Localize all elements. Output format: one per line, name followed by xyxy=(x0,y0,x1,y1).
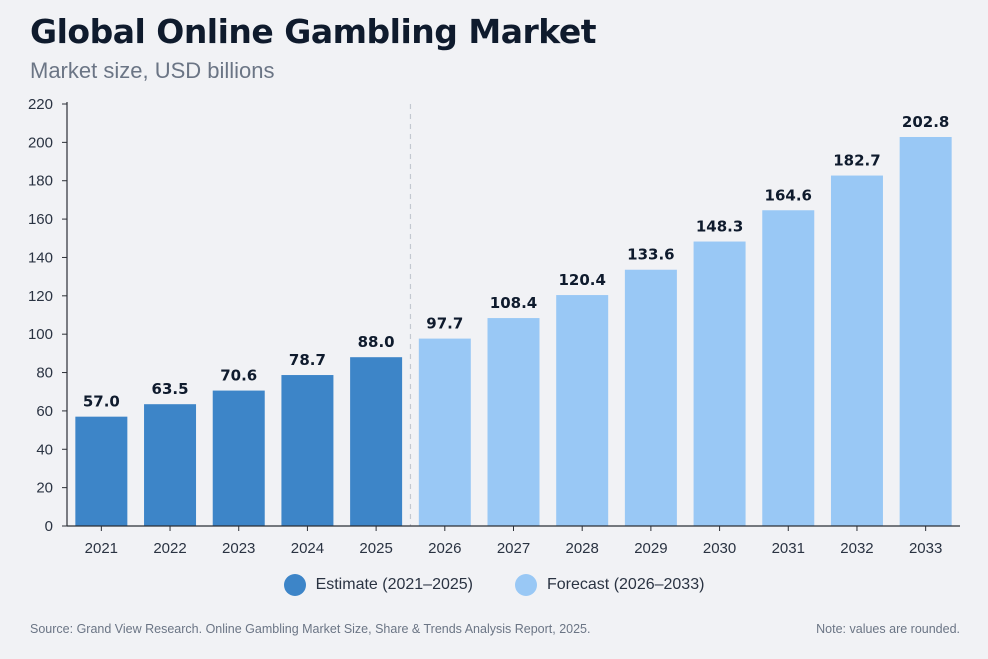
data-label-2030: 148.3 xyxy=(696,218,743,236)
bar-2031 xyxy=(762,210,815,526)
x-tick-label-2029: 2029 xyxy=(634,540,667,557)
y-tick-label: 200 xyxy=(28,134,53,151)
y-tick-label: 60 xyxy=(36,403,53,420)
legend-label-estimate: Estimate (2021–2025) xyxy=(315,576,473,593)
y-tick-label: 140 xyxy=(28,249,53,266)
chart-legend: Estimate (2021–2025) Forecast (2026–2033… xyxy=(0,574,988,596)
y-tick-label: 160 xyxy=(28,211,53,228)
bar-2021 xyxy=(75,416,128,526)
x-tick-label-2033: 2033 xyxy=(909,540,942,557)
y-tick-label: 120 xyxy=(28,288,53,305)
x-tick-label-2026: 2026 xyxy=(428,540,461,557)
data-label-2023: 70.6 xyxy=(220,367,257,385)
x-tick-label-2031: 2031 xyxy=(772,540,805,557)
x-tick-label-2032: 2032 xyxy=(840,540,873,557)
bar-2024 xyxy=(281,375,334,526)
source-label: Source: xyxy=(30,622,74,636)
bar-2025 xyxy=(350,357,403,526)
y-tick-label: 180 xyxy=(28,173,53,190)
legend-item-estimate: Estimate (2021–2025) xyxy=(283,574,473,596)
bar-2029 xyxy=(624,269,677,526)
chart-title: Global Online Gambling Market xyxy=(30,12,596,51)
bar-2027 xyxy=(487,318,540,526)
data-label-2028: 120.4 xyxy=(558,271,605,289)
x-tick-label-2025: 2025 xyxy=(359,540,392,557)
data-label-2029: 133.6 xyxy=(627,246,674,264)
legend-swatch-forecast xyxy=(515,574,537,596)
data-label-2032: 182.7 xyxy=(833,152,880,170)
y-tick-label: 100 xyxy=(28,326,53,343)
chart-subtitle: Market size, USD billions xyxy=(30,58,275,83)
legend-label-forecast: Forecast (2026–2033) xyxy=(547,576,705,593)
data-label-2021: 57.0 xyxy=(83,393,120,411)
y-tick-label: 220 xyxy=(28,96,53,113)
x-tick-label-2023: 2023 xyxy=(222,540,255,557)
data-label-2025: 88.0 xyxy=(358,333,395,351)
data-label-2026: 97.7 xyxy=(426,315,463,333)
x-tick-label-2021: 2021 xyxy=(85,540,118,557)
bar-2028 xyxy=(556,295,609,526)
x-tick-label-2024: 2024 xyxy=(291,540,324,557)
legend-swatch-estimate xyxy=(283,574,306,596)
y-tick-label: 20 xyxy=(36,480,53,497)
bar-2032 xyxy=(830,175,883,526)
rounding-note: Note: values are rounded. xyxy=(816,622,960,636)
data-label-2024: 78.7 xyxy=(289,351,326,369)
y-tick-label: 40 xyxy=(36,441,53,458)
bar-2030 xyxy=(693,241,746,526)
x-tick-label-2027: 2027 xyxy=(497,540,530,557)
data-label-2027: 108.4 xyxy=(490,294,537,312)
data-label-2031: 164.6 xyxy=(765,186,812,204)
bar-2033 xyxy=(899,136,952,526)
source-text: Grand View Research. Online Gambling Mar… xyxy=(73,622,591,636)
source-note: Source: Grand View Research. Online Gamb… xyxy=(30,622,590,636)
bar-2022 xyxy=(144,404,197,526)
data-label-2033: 202.8 xyxy=(902,113,949,131)
legend-item-forecast: Forecast (2026–2033) xyxy=(515,574,704,596)
y-tick-label: 0 xyxy=(45,518,53,535)
x-tick-label-2022: 2022 xyxy=(153,540,186,557)
bar-chart: 0 20 40 60 80 100 120 140 160 180 200 220 57.0 2021 63… xyxy=(28,96,960,557)
x-tick-label-2030: 2030 xyxy=(703,540,736,557)
x-tick-label-2028: 2028 xyxy=(566,540,599,557)
bar-2026 xyxy=(418,338,471,526)
data-label-2022: 63.5 xyxy=(152,380,189,398)
y-tick-label: 80 xyxy=(36,365,53,382)
bar-2023 xyxy=(212,390,265,526)
